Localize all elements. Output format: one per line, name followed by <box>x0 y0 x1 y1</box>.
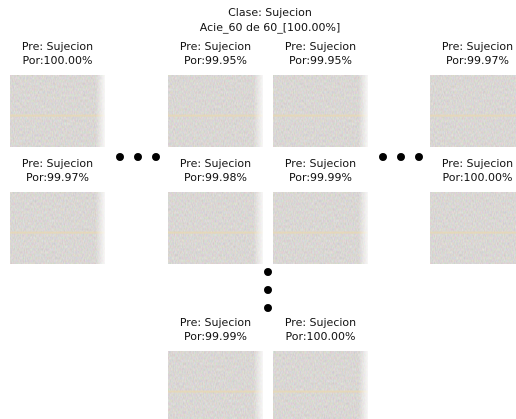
percent-label: Por:100.00% <box>23 54 93 67</box>
subtitle: Acie_60 de 60_[100.00%] <box>200 21 340 34</box>
prediction-label: Pre: Sujecion <box>22 40 93 53</box>
title: Clase: Sujecion <box>228 6 312 19</box>
percent-label: Por:99.98% <box>184 171 247 184</box>
percent-label: Por:100.00% <box>443 171 513 184</box>
percent-label: Por:99.99% <box>184 330 247 343</box>
edge-fade <box>430 192 516 264</box>
prediction-label: Pre: Sujecion <box>442 157 513 170</box>
edge-fade <box>273 75 368 147</box>
edge-fade <box>10 75 105 147</box>
edge-fade <box>168 75 263 147</box>
dots <box>116 153 423 312</box>
prediction-label: Pre: Sujecion <box>442 40 513 53</box>
prediction-label: Pre: Sujecion <box>180 316 251 329</box>
figure: Clase: Sujecion Acie_60 de 60_[100.00%] … <box>0 0 516 419</box>
prediction-label: Pre: Sujecion <box>22 157 93 170</box>
edge-fade <box>168 192 263 264</box>
edge-fade <box>273 351 368 419</box>
percent-label: Por:99.99% <box>289 171 352 184</box>
percent-label: Por:99.97% <box>26 171 89 184</box>
prediction-label: Pre: Sujecion <box>285 157 356 170</box>
prediction-label: Pre: Sujecion <box>180 40 251 53</box>
edge-fade <box>430 75 516 147</box>
edge-fade <box>168 351 263 419</box>
percent-label: Por:99.95% <box>289 54 352 67</box>
percent-label: Por:100.00% <box>286 330 356 343</box>
prediction-label: Pre: Sujecion <box>285 316 356 329</box>
percent-label: Por:99.97% <box>446 54 509 67</box>
edge-fade <box>10 192 105 264</box>
prediction-label: Pre: Sujecion <box>285 40 356 53</box>
percent-label: Por:99.95% <box>184 54 247 67</box>
edge-fade <box>273 192 368 264</box>
prediction-label: Pre: Sujecion <box>180 157 251 170</box>
